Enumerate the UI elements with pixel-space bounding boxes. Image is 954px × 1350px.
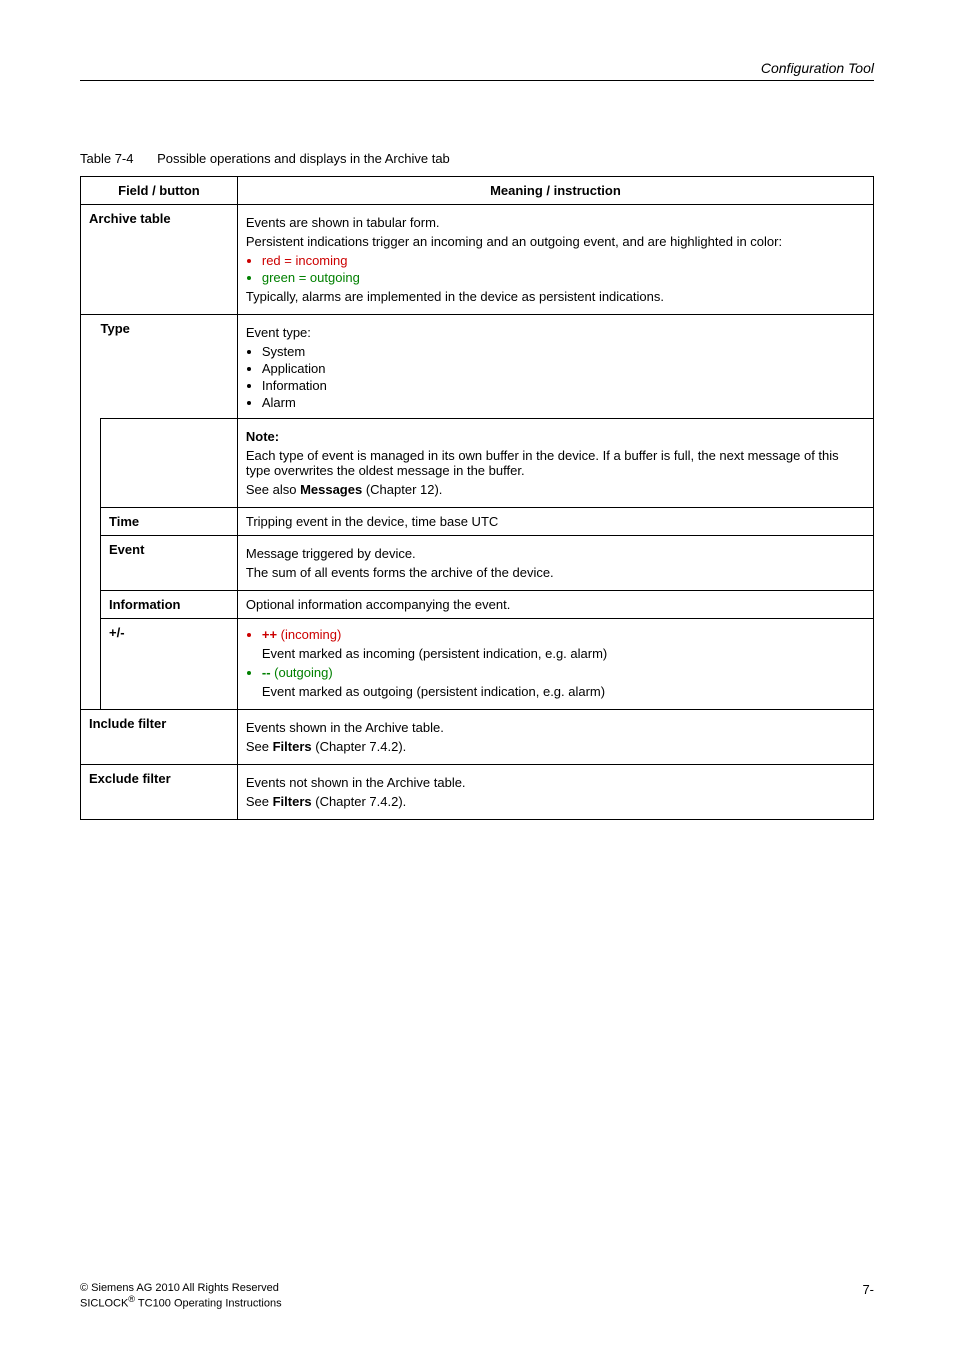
cell-meaning: ++ (incoming) Event marked as incoming (… bbox=[237, 619, 873, 710]
table-header-row: Field / button Meaning / instruction bbox=[81, 177, 874, 205]
cell-meaning: Events not shown in the Archive table. S… bbox=[237, 765, 873, 820]
table-number: Table 7-4 bbox=[80, 151, 133, 166]
th-meaning: Meaning / instruction bbox=[237, 177, 873, 205]
cell-field: Exclude filter bbox=[81, 765, 238, 820]
cell-field bbox=[101, 419, 238, 508]
footer-line2: SICLOCK® TC100 Operating Instructions bbox=[80, 1294, 874, 1310]
table-row: Event Message triggered by device. The s… bbox=[81, 536, 874, 591]
bullet-red: red = incoming bbox=[262, 253, 865, 268]
bullet-green: green = outgoing bbox=[262, 270, 865, 285]
page-footer: 7- © Siemens AG 2010 All Rights Reserved… bbox=[80, 1282, 874, 1310]
th-field: Field / button bbox=[81, 177, 238, 205]
table-title: Possible operations and displays in the … bbox=[157, 151, 450, 166]
cell-meaning: Message triggered by device. The sum of … bbox=[237, 536, 873, 591]
cell-field: Information bbox=[101, 591, 238, 619]
table-row: Time Tripping event in the device, time … bbox=[81, 508, 874, 536]
cell-field: Time bbox=[101, 508, 238, 536]
cell-field: Include filter bbox=[81, 710, 238, 765]
cell-field: Type bbox=[101, 315, 238, 419]
cell-meaning: Note: Each type of event is managed in i… bbox=[237, 419, 873, 508]
table-caption: Table 7-4 Possible operations and displa… bbox=[80, 151, 874, 166]
table-row: Archive table Events are shown in tabula… bbox=[81, 205, 874, 315]
table-row: Information Optional information accompa… bbox=[81, 591, 874, 619]
cell-meaning: Optional information accompanying the ev… bbox=[237, 591, 873, 619]
cell-field: Event bbox=[101, 536, 238, 591]
sub-indent bbox=[81, 315, 101, 710]
cell-meaning: Events are shown in tabular form. Persis… bbox=[237, 205, 873, 315]
bullet-green: -- (outgoing) bbox=[262, 665, 865, 680]
table-row: Type Event type: System Application Info… bbox=[81, 315, 874, 419]
page-header: Configuration Tool bbox=[80, 60, 874, 81]
table-row: Include filter Events shown in the Archi… bbox=[81, 710, 874, 765]
footer-line1: © Siemens AG 2010 All Rights Reserved bbox=[80, 1282, 874, 1294]
page-number: 7- bbox=[862, 1282, 874, 1297]
header-section: Configuration Tool bbox=[80, 60, 874, 76]
table-row: Note: Each type of event is managed in i… bbox=[81, 419, 874, 508]
cell-meaning: Events shown in the Archive table. See F… bbox=[237, 710, 873, 765]
cell-field: +/- bbox=[101, 619, 238, 710]
bullet-red: ++ (incoming) bbox=[262, 627, 865, 642]
archive-operations-table: Field / button Meaning / instruction Arc… bbox=[80, 176, 874, 820]
table-row: +/- ++ (incoming) Event marked as incomi… bbox=[81, 619, 874, 710]
cell-meaning: Event type: System Application Informati… bbox=[237, 315, 873, 419]
table-row: Exclude filter Events not shown in the A… bbox=[81, 765, 874, 820]
cell-field: Archive table bbox=[81, 205, 238, 315]
cell-meaning: Tripping event in the device, time base … bbox=[237, 508, 873, 536]
